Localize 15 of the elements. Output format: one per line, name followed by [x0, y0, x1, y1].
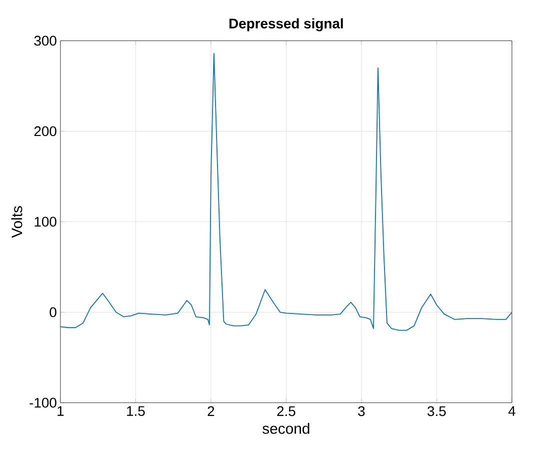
x-tick-label: 1.5	[127, 406, 145, 416]
x-tick-label: 3	[358, 406, 365, 416]
x-tick-label: 3.5	[428, 406, 446, 416]
x-tick-label: 1	[58, 406, 64, 416]
chart-title: Depressed signal	[229, 18, 343, 32]
x-axis-title: second	[262, 422, 310, 434]
y-tick-label: 0	[50, 307, 56, 318]
x-tick-label: 2	[208, 406, 214, 416]
y-tick-label: -100	[30, 398, 56, 408]
y-tick-label: 100	[34, 216, 56, 227]
y-tick-label: 300	[34, 36, 56, 46]
y-axis-title: Volts	[11, 206, 22, 238]
x-tick-label: 2.5	[277, 406, 296, 416]
x-tick-label: 4	[508, 406, 516, 416]
y-tick-label: 200	[34, 126, 56, 136]
